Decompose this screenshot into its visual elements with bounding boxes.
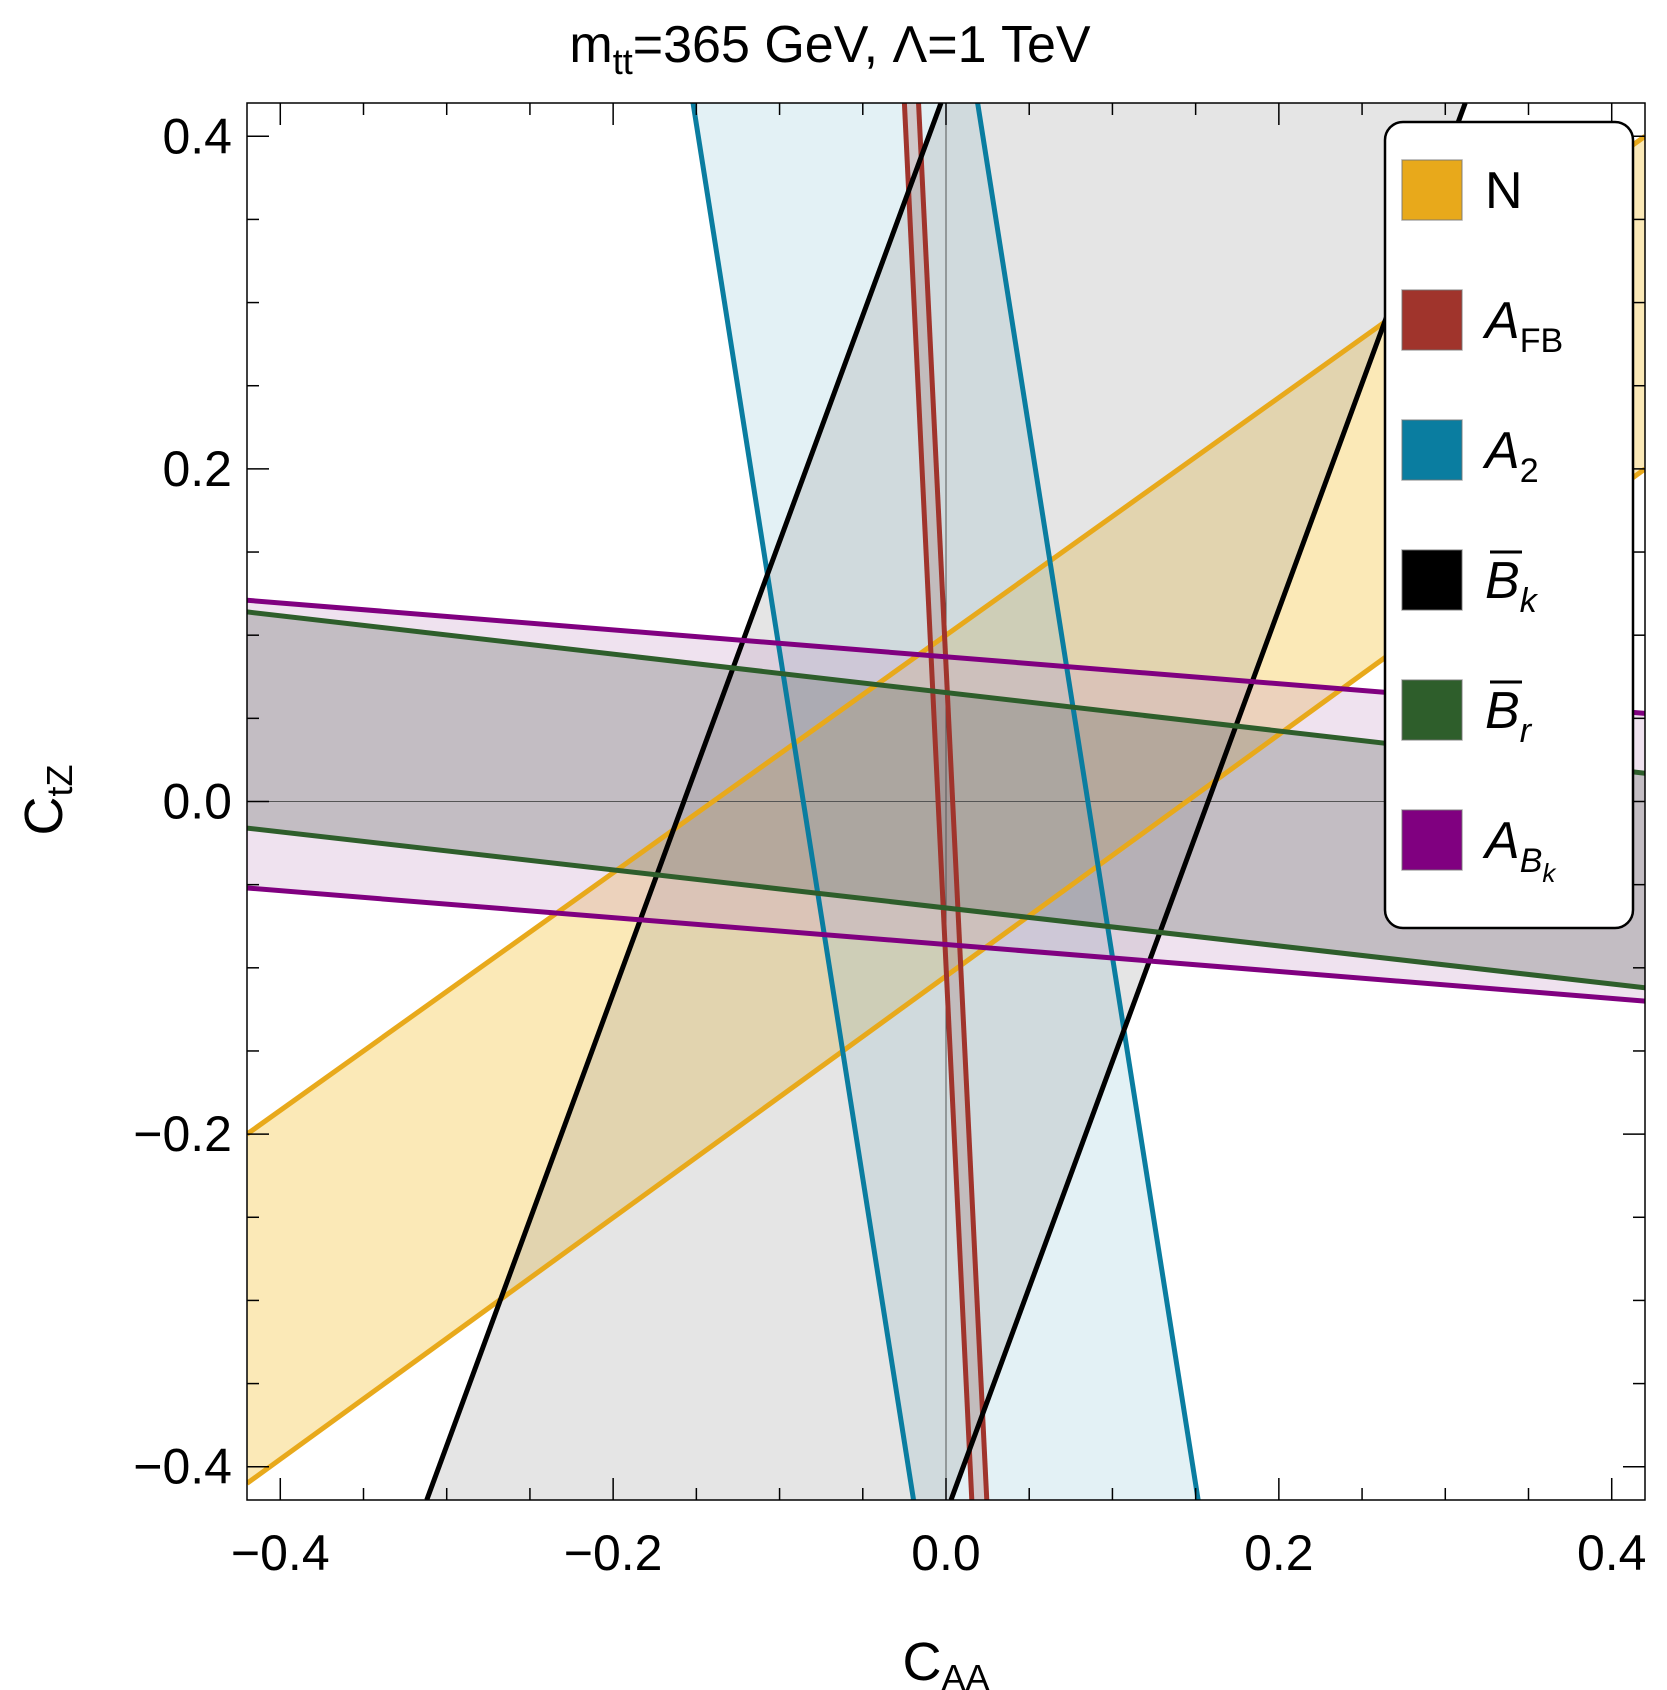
boundary-a-fb-upper (901, 103, 975, 1500)
legend-swatch (1401, 679, 1463, 741)
boundary-b-k-upper (424, 103, 944, 1500)
legend-item-n: N (1401, 159, 1523, 221)
y-label-base: C (14, 797, 74, 836)
legend-swatch (1401, 159, 1463, 221)
legend-label-base: N (1485, 162, 1523, 220)
boundary-a-fb-lower (916, 103, 990, 1500)
legend-label-sub: 2 (1520, 452, 1539, 490)
x-tick-label: −0.2 (564, 1525, 663, 1581)
y-tick-label: 0.0 (162, 774, 232, 830)
legend-swatch (1401, 289, 1463, 351)
legend-label: Br (1485, 682, 1533, 750)
x-tick-label: 0.4 (1577, 1525, 1647, 1581)
legend-label-base: A (1482, 422, 1520, 480)
legend-label: N (1485, 162, 1523, 220)
legend-label-subsub: k (1542, 858, 1557, 888)
legend-label-base: B (1485, 552, 1520, 610)
legend-swatch (1401, 809, 1463, 871)
chart-title: mtt=365 GeV, Λ=1 TeV (569, 16, 1090, 82)
boundary-a-2-lower (975, 103, 1201, 1500)
x-tick-label: 0.2 (1244, 1525, 1314, 1581)
legend-item-a-bk: ABk (1401, 809, 1557, 888)
boundary-b-k-lower (948, 103, 1468, 1500)
x-tick-label: −0.4 (231, 1525, 330, 1581)
x-axis-label: CAA (902, 1632, 989, 1690)
x-label-sub: AA (941, 1657, 989, 1690)
boundary-a-bk-lower (247, 885, 1645, 1004)
legend-swatch (1401, 549, 1463, 611)
y-tick-label: 0.4 (162, 108, 232, 164)
legend-label: ABk (1482, 812, 1557, 888)
y-label-sub: tZ (39, 765, 80, 797)
y-tick-label: −0.4 (133, 1439, 232, 1495)
x-tick-label: 0.0 (911, 1525, 981, 1581)
legend-label-base: A (1482, 812, 1520, 870)
tick-labels-layer: −0.4 −0.2 0.0 0.2 0.4 −0.4 −0.2 0.0 0.2 0.4 (133, 108, 1646, 1581)
legend-item-a-fb: AFB (1401, 289, 1563, 360)
legend-item-a-2: A2 (1401, 419, 1539, 490)
y-axis-label: CtZ (14, 765, 80, 836)
legend-label-sub: k (1520, 582, 1539, 620)
legend-swatch (1401, 419, 1463, 481)
y-tick-label: 0.2 (162, 441, 232, 497)
legend-label-sub: r (1520, 712, 1533, 750)
title-rest: =365 GeV, Λ=1 TeV (633, 16, 1091, 74)
x-label-base: C (902, 1632, 941, 1690)
legend-label: A2 (1482, 422, 1539, 490)
legend-label: Bk (1485, 552, 1539, 620)
legend-box (1383, 120, 1635, 930)
legend-item-b-k: Bk (1401, 549, 1539, 620)
title-m: m (569, 16, 612, 74)
legend-label-sub: FB (1520, 322, 1563, 360)
boundary-a-2-upper (690, 103, 917, 1500)
title-m-sub: tt (613, 41, 633, 82)
legend-label-sub: B (1520, 842, 1543, 880)
legend-label: AFB (1482, 292, 1563, 360)
legend-label-base: B (1485, 682, 1520, 740)
y-tick-label: −0.2 (133, 1106, 232, 1162)
legend-label-base: A (1482, 292, 1520, 350)
legend-item-b-r: Br (1401, 679, 1533, 750)
boundary-b-r-lower (247, 825, 1645, 991)
